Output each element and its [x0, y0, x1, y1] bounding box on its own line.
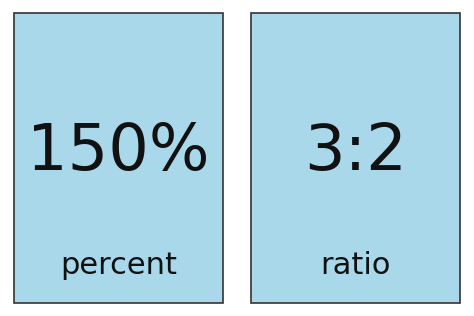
Text: 150%: 150% — [27, 121, 210, 183]
Text: 3:2: 3:2 — [304, 121, 407, 183]
FancyBboxPatch shape — [14, 13, 223, 303]
Text: percent: percent — [60, 251, 177, 280]
Text: ratio: ratio — [320, 251, 391, 280]
FancyBboxPatch shape — [251, 13, 460, 303]
